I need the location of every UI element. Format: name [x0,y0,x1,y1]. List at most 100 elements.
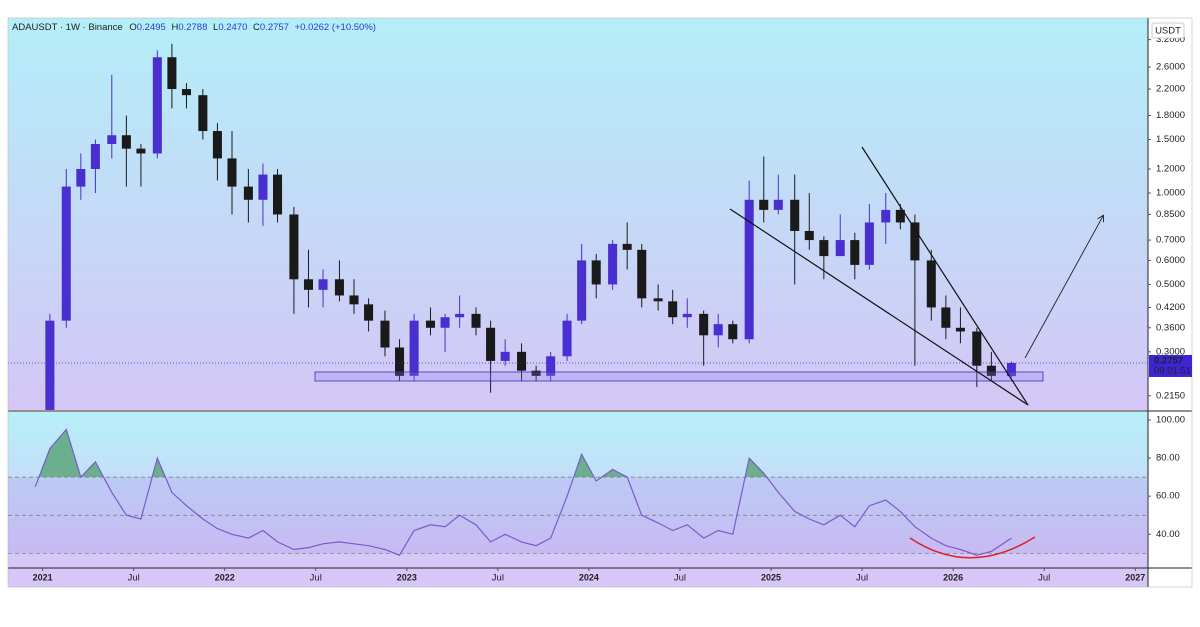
frame [7,17,1193,588]
x-tick-label: Jul [492,573,504,584]
candle-body [546,356,556,376]
x-tick-label: 2024 [579,572,599,582]
axes: 0.2150 0.3000 0.3600 0.4200 0.5000 0.6000 0.70… [33,34,1192,584]
candle-body [713,324,723,336]
candle-body [198,95,208,132]
x-tick-label: 2025 [761,572,781,582]
price-axis [1148,18,1192,587]
candle-body [986,365,996,376]
price-marks [8,43,1148,410]
rsi-marks [8,428,1148,556]
currency: USDT [1155,26,1181,37]
candle-body [486,327,496,361]
candle-body [759,199,769,210]
candle-body [471,313,481,328]
rounded-bottom [909,536,1036,559]
trendline-lower [729,208,1029,406]
y-tick-label: 1.8000 [1156,110,1185,121]
y-tick-label: 40.00 [1156,529,1180,540]
legend: ADAUSDT · 1W · Binance O0.2495 H0.2788 L… [12,22,376,33]
y-tick-label: 60.00 [1156,491,1180,502]
candle-body [744,199,754,340]
y-tick-label: 2.2000 [1156,84,1185,95]
y-tick-label: 1.2000 [1156,163,1185,174]
x-tick-label: Jul [128,573,140,584]
candle-body [409,320,419,376]
drawings [314,146,1103,406]
change: +0.0262 (+10.50%) [295,22,376,33]
symbol: ADAUSDT · 1W · Binance [12,22,123,33]
candle-body [790,199,800,231]
y-tick-label: 0.8500 [1156,209,1185,220]
ohlc-key: H [171,22,178,33]
candle-body [380,320,390,348]
ohlc-key: C [253,22,260,33]
projection-arrow [1024,216,1103,359]
candle-body [895,209,905,223]
candle-body [864,222,874,265]
ohlc-value: 0.2788 [178,22,207,33]
candle-body [121,135,131,149]
y-tick-label: 0.6000 [1156,255,1185,266]
candle-body [653,298,663,302]
y-tick-label: 0.3000 [1156,346,1185,357]
x-tick-label: Jul [674,573,686,584]
candle-body [941,307,951,328]
candle-body [243,186,253,200]
candle-body [668,301,678,318]
candle-body [819,240,829,257]
candle-body [804,230,814,241]
y-tick-label: 2.6000 [1156,62,1185,73]
y-tick-label: 80.00 [1156,453,1180,464]
y-tick-label: 0.7000 [1156,235,1185,246]
countdown: 09:01:51 [1154,365,1191,376]
x-tick-label: Jul [856,573,868,584]
candle-body [972,331,982,366]
candle-body [517,351,527,371]
candle-body [61,186,71,321]
candle-body [212,131,222,159]
candle-body [136,148,146,154]
candle-body [334,279,344,296]
candle-body [395,347,405,376]
x-tick-label: 2023 [397,572,417,582]
last-price-box [1149,354,1192,377]
candle-body [1006,362,1016,377]
y-tick-label: 0.3600 [1156,322,1185,333]
x-tick-label: Jul [1038,573,1050,584]
candle-body [364,304,374,321]
candle-body [637,249,647,299]
support-zone [314,371,1044,382]
candle-body [152,57,162,154]
candle-body [591,260,601,285]
ohlc-key: O [129,22,136,33]
candle-body [608,243,618,285]
y-tick-label: 100.00 [1156,415,1185,426]
candle-body [440,317,450,328]
candle-body [258,174,268,200]
candle-body [531,370,541,376]
candle-body [577,260,587,321]
candle-body [955,327,965,332]
candle-body [682,313,692,318]
rsi-pane [8,412,1148,568]
candle-body [881,209,891,223]
x-tick-label: 2027 [1125,572,1145,582]
candle-body [289,214,299,280]
candle-body [349,295,359,305]
candle-body [910,222,920,261]
candle-body [181,89,191,96]
candle-body [622,243,632,250]
x-tick-label: Jul [310,573,322,584]
y-tick-label: 0.5000 [1156,279,1185,290]
ohlc-key: L [213,22,218,33]
candle-body [773,199,783,210]
candle-body [562,320,572,357]
y-tick-label: 1.5000 [1156,134,1185,145]
trendline-upper [861,146,1029,406]
y-tick-label: 0.2150 [1156,390,1185,401]
candle-body [500,351,510,361]
price-pane [8,18,1148,410]
candle-body [318,279,328,290]
